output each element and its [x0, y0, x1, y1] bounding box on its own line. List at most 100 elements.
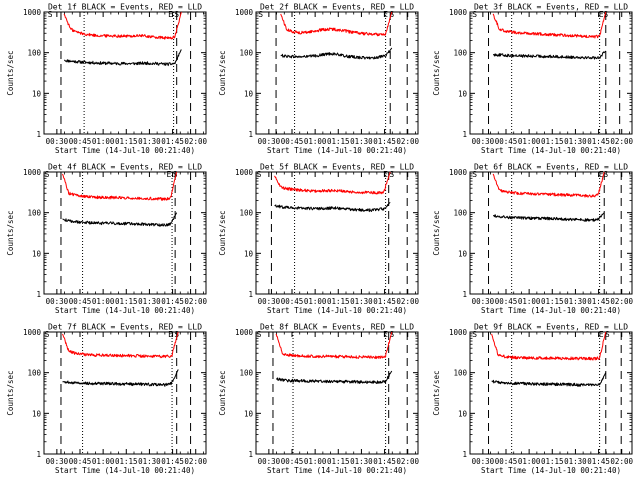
x-tick-label: 01:30: [564, 137, 587, 146]
series-line-events: [62, 212, 178, 227]
marker-label-s: S: [389, 170, 394, 179]
x-tick-label: 01:45: [161, 297, 184, 306]
x-tick-label: 01:15: [327, 137, 350, 146]
marker-label-e: E: [383, 170, 388, 179]
x-tick-label: 00:45: [69, 457, 92, 466]
panel-title: Det 8f BLACK = Events, RED = LLD: [260, 323, 414, 332]
x-axis-label: Start Time (14-Jul-10 00:21:40): [267, 466, 407, 475]
panel-title: Det 2f BLACK = Events, RED = LLD: [260, 3, 414, 12]
panel-title: Det 7f BLACK = Events, RED = LLD: [48, 323, 202, 332]
x-axis-label: Start Time (14-Jul-10 00:21:40): [55, 306, 195, 315]
x-tick-label: 01:00: [304, 297, 327, 306]
x-tick-label: 02:00: [610, 137, 633, 146]
y-tick-label: 10: [32, 409, 42, 418]
y-tick-label: 1000: [23, 328, 42, 337]
x-tick-label: 01:00: [304, 457, 327, 466]
series-line-events: [62, 369, 179, 387]
x-tick-label: 00:30: [46, 297, 69, 306]
y-axis-label: Counts/sec: [6, 50, 15, 95]
plot-frame: [469, 331, 633, 455]
x-tick-label: 01:15: [115, 457, 138, 466]
x-tick-label: 01:45: [161, 137, 184, 146]
x-tick-label: 01:00: [304, 137, 327, 146]
x-axis-label: Start Time (14-Jul-10 00:21:40): [267, 146, 407, 155]
y-axis-label: Counts/sec: [218, 210, 227, 255]
series-line-lld: [62, 331, 179, 359]
marker-label-s: S: [605, 330, 610, 339]
x-tick-label: 01:30: [138, 137, 161, 146]
x-axis-label: Start Time (14-Jul-10 00:21:40): [481, 306, 621, 315]
y-tick-label: 1000: [449, 8, 468, 17]
marker-label-s: S: [257, 170, 262, 179]
panel-det-9f: Det 9f BLACK = Events, RED = LLD 1 10 100 10…: [432, 323, 633, 476]
y-tick-label: 100: [239, 49, 253, 58]
x-tick-label: 00:45: [495, 297, 518, 306]
plot-frame: [43, 11, 207, 135]
x-tick-label: 02:00: [184, 297, 207, 306]
series-line-events: [493, 50, 607, 60]
marker-label-e: E: [167, 170, 172, 179]
x-tick-label: 01:45: [373, 137, 396, 146]
marker-label-s: S: [472, 330, 477, 339]
series-line-events: [491, 372, 607, 387]
y-tick-label: 1: [462, 290, 467, 299]
x-tick-label: 01:15: [541, 137, 564, 146]
y-tick-label: 10: [458, 89, 468, 98]
y-tick-label: 1: [36, 290, 41, 299]
x-axis-label: Start Time (14-Jul-10 00:21:40): [55, 146, 195, 155]
y-tick-label: 10: [458, 249, 468, 258]
panel-det-7f: Det 7f BLACK = Events, RED = LLD 1 10 100 10…: [6, 323, 207, 476]
x-tick-label: 01:30: [138, 457, 161, 466]
marker-label-s: S: [389, 10, 394, 19]
x-axis-label: Start Time (14-Jul-10 00:21:40): [55, 466, 195, 475]
y-axis-label: Counts/sec: [432, 210, 441, 255]
y-tick-label: 100: [453, 209, 467, 218]
panel-det-5f: Det 5f BLACK = Events, RED = LLD 1 10 100 10…: [218, 163, 419, 316]
x-tick-label: 02:00: [396, 137, 419, 146]
y-tick-label: 1: [248, 450, 253, 459]
series-line-events: [64, 49, 182, 67]
y-tick-label: 1000: [449, 168, 468, 177]
series-line-lld: [63, 11, 182, 40]
x-tick-label: 01:45: [587, 457, 610, 466]
panel-title: Det 1f BLACK = Events, RED = LLD: [48, 3, 202, 12]
marker-label-s: S: [258, 10, 263, 19]
x-tick-label: 02:00: [610, 457, 633, 466]
y-tick-label: 1000: [449, 328, 468, 337]
x-tick-label: 00:30: [472, 297, 495, 306]
marker-label-e: E: [168, 330, 173, 339]
panel-det-1f: Det 1f BLACK = Events, RED = LLD 1 10 100 10…: [6, 3, 207, 156]
marker-label-e: E: [599, 10, 604, 19]
x-tick-label: 00:30: [258, 297, 281, 306]
x-axis-label: Start Time (14-Jul-10 00:21:40): [481, 146, 621, 155]
panel-title: Det 5f BLACK = Events, RED = LLD: [260, 163, 414, 172]
marker-label-e: E: [599, 170, 604, 179]
y-tick-label: 100: [27, 369, 41, 378]
plot-frame: [43, 331, 207, 455]
x-tick-label: 00:45: [69, 137, 92, 146]
plot-frame: [255, 171, 419, 295]
y-tick-label: 1000: [235, 8, 254, 17]
x-tick-label: 00:30: [258, 457, 281, 466]
y-tick-label: 1000: [235, 168, 254, 177]
x-tick-label: 01:00: [92, 297, 115, 306]
y-tick-label: 1: [462, 130, 467, 139]
y-tick-label: 100: [27, 209, 41, 218]
x-tick-label: 01:45: [373, 297, 396, 306]
y-tick-label: 1: [248, 290, 253, 299]
y-tick-label: 10: [458, 409, 468, 418]
x-tick-label: 00:45: [281, 297, 304, 306]
x-tick-label: 02:00: [396, 297, 419, 306]
y-axis-label: Counts/sec: [432, 370, 441, 415]
y-tick-label: 1000: [23, 8, 42, 17]
marker-label-e: E: [599, 330, 604, 339]
series-line-lld: [274, 171, 391, 195]
plot-frame: [469, 171, 633, 295]
marker-label-s: S: [45, 330, 50, 339]
x-tick-label: 01:00: [518, 297, 541, 306]
x-tick-label: 01:30: [350, 297, 373, 306]
y-tick-label: 100: [453, 369, 467, 378]
series-line-lld: [492, 11, 607, 39]
x-tick-label: 01:00: [518, 137, 541, 146]
